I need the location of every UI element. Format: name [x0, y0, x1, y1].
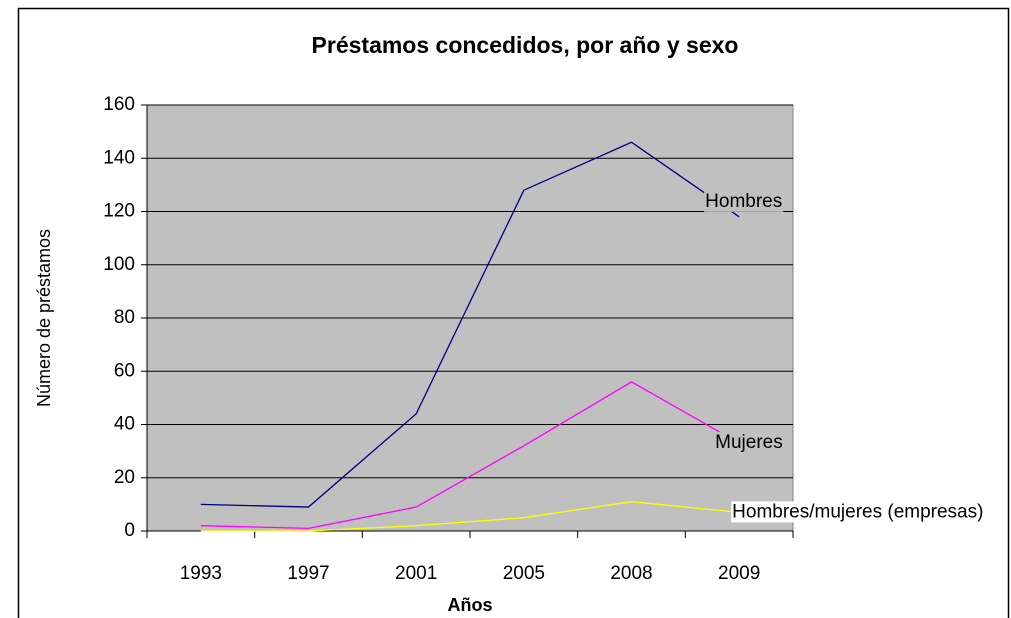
label-background: [714, 432, 784, 454]
series-line: [200, 501, 740, 532]
series-label: Mujeres: [715, 432, 783, 453]
series-line: [200, 381, 740, 529]
x-tick-label: 1997: [287, 563, 329, 584]
y-tick-label: 100: [103, 254, 135, 275]
y-tick-label: 40: [114, 414, 135, 435]
x-tick-label: 2005: [503, 563, 545, 584]
series-line: [200, 141, 740, 508]
chart-border: [17, 7, 1010, 618]
label-background: [731, 501, 985, 523]
x-tick-label: 2001: [395, 563, 437, 584]
x-tick-label: 2008: [610, 563, 652, 584]
y-tick-label: 120: [103, 201, 135, 222]
x-tick-label: 2009: [718, 563, 760, 584]
y-axis-title: Número de préstamos: [34, 229, 54, 407]
y-tick-label: 60: [114, 360, 135, 381]
series-label: Hombres: [705, 191, 782, 212]
y-tick-label: 80: [114, 307, 135, 328]
x-tick-label: 1993: [180, 563, 222, 584]
series-label: Hombres/mujeres (empresas): [732, 501, 983, 522]
x-axis-title: Años: [448, 595, 493, 615]
y-tick-label: 140: [103, 147, 135, 168]
label-background: [704, 190, 784, 212]
y-tick-label: 160: [103, 94, 135, 115]
chart-title: Préstamos concedidos, por año y sexo: [312, 32, 739, 58]
y-tick-label: 0: [124, 520, 135, 541]
y-tick-label: 20: [114, 467, 135, 488]
